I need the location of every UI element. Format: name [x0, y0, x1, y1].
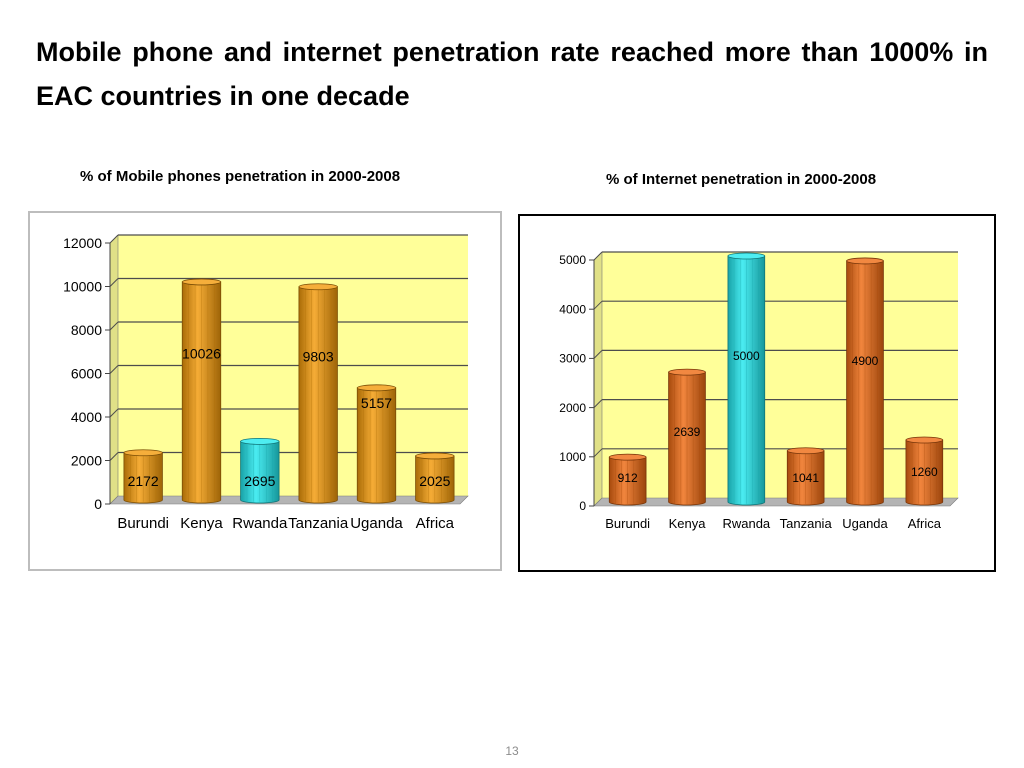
internet-ytick-label: 3000 — [559, 352, 586, 366]
internet-ytick-label: 0 — [579, 499, 586, 513]
mobile-bar-top — [181, 278, 222, 286]
internet-category-label: Burundi — [605, 516, 650, 531]
mobile-category-label: Burundi — [117, 515, 169, 532]
mobile-chart-frame: 0 2000 4000 6000 8000 10000 12000 2172 10026 2695… — [28, 211, 502, 571]
internet-gridline-side — [593, 251, 603, 261]
internet-bar-burundi — [608, 453, 647, 506]
slide-title: Mobile phone and internet penetration ra… — [36, 37, 988, 111]
mobile-bar-top — [356, 384, 397, 392]
mobile-ytick-label: 8000 — [71, 322, 102, 338]
mobile-data-label: 2695 — [244, 473, 275, 489]
internet-data-label: 1041 — [792, 471, 819, 485]
internet-category-label: Uganda — [842, 516, 888, 531]
mobile-data-label: 2172 — [128, 473, 159, 489]
mobile-penetration-chart: 0 2000 4000 6000 8000 10000 12000 2172 10026 2695… — [63, 234, 469, 532]
mobile-category-label: Tanzania — [288, 515, 349, 532]
mobile-data-label: 10026 — [182, 345, 221, 361]
internet-ytick-label: 2000 — [559, 401, 586, 415]
internet-ytick-label: 4000 — [559, 302, 586, 316]
internet-bar-top — [608, 453, 647, 461]
internet-bar-tanzania — [786, 447, 825, 506]
internet-plot-area — [602, 252, 958, 498]
internet-floor — [593, 497, 959, 507]
mobile-bar-top — [123, 449, 163, 457]
mobile-bar-africa — [415, 452, 455, 504]
internet-gridline-side — [593, 399, 603, 408]
mobile-chart-caption: % of Mobile phones penetration in 2000-2… — [80, 168, 401, 185]
internet-bar-top — [727, 252, 766, 260]
internet-bar-top — [668, 368, 706, 376]
mobile-gridline-side — [109, 452, 119, 461]
internet-gridline-side — [593, 300, 603, 310]
mobile-gridline-side — [109, 408, 119, 418]
mobile-gridline-side — [109, 321, 119, 331]
internet-bar-top — [905, 436, 944, 444]
internet-category-label: Africa — [908, 516, 942, 531]
mobile-ytick-label: 6000 — [71, 365, 102, 381]
internet-bar-top — [846, 257, 884, 265]
mobile-bar-top — [298, 283, 338, 291]
mobile-ytick-label: 2000 — [71, 452, 102, 468]
internet-bar-kenya — [668, 368, 706, 506]
mobile-floor — [109, 495, 469, 505]
internet-gridline-side — [593, 350, 603, 359]
mobile-category-label: Kenya — [180, 515, 223, 532]
mobile-data-label: 5157 — [361, 395, 392, 411]
internet-bar-uganda — [846, 257, 884, 506]
internet-bar-rwanda — [727, 252, 766, 506]
internet-chart-frame: 0 1000 2000 3000 4000 5000 912 2639 5000 1041 4900… — [518, 214, 996, 572]
internet-gridline-side — [593, 448, 603, 458]
mobile-data-label: 9803 — [303, 348, 334, 364]
mobile-ytick-label: 4000 — [71, 409, 102, 425]
internet-category-label: Tanzania — [780, 516, 833, 531]
mobile-ytick-label: 0 — [94, 496, 102, 512]
mobile-bar-kenya — [181, 278, 222, 504]
internet-category-label: Rwanda — [722, 516, 770, 531]
internet-data-label: 1260 — [911, 465, 938, 479]
internet-data-label: 5000 — [733, 349, 760, 363]
mobile-bar-top — [240, 437, 280, 445]
mobile-bar-tanzania — [298, 283, 338, 504]
mobile-ytick-label: 12000 — [63, 235, 102, 251]
internet-bar-africa — [905, 436, 944, 506]
mobile-category-label: Africa — [416, 515, 455, 532]
mobile-bar-top — [415, 452, 455, 460]
internet-chart-caption: % of Internet penetration in 2000-2008 — [606, 171, 877, 188]
internet-side-wall — [593, 251, 603, 507]
mobile-gridline-side — [109, 365, 119, 374]
page-number: 13 — [505, 744, 519, 758]
internet-data-label: 2639 — [674, 425, 701, 439]
mobile-data-label: 2025 — [419, 473, 450, 489]
mobile-gridline-side — [109, 278, 119, 287]
mobile-bar-rwanda — [240, 437, 280, 504]
internet-data-label: 912 — [618, 471, 638, 485]
mobile-category-label: Uganda — [350, 515, 403, 532]
mobile-gridline-side — [109, 234, 119, 244]
mobile-bar-burundi — [123, 449, 163, 504]
internet-category-label: Kenya — [669, 516, 707, 531]
internet-ytick-label: 1000 — [559, 450, 586, 464]
mobile-bar-uganda — [356, 384, 397, 504]
mobile-category-label: Rwanda — [232, 515, 288, 532]
internet-penetration-chart: 0 1000 2000 3000 4000 5000 912 2639 5000 1041 4900… — [559, 251, 959, 531]
mobile-ytick-label: 10000 — [63, 278, 102, 294]
internet-ytick-label: 5000 — [559, 253, 586, 267]
internet-bar-top — [786, 447, 825, 455]
internet-data-label: 4900 — [852, 354, 879, 368]
